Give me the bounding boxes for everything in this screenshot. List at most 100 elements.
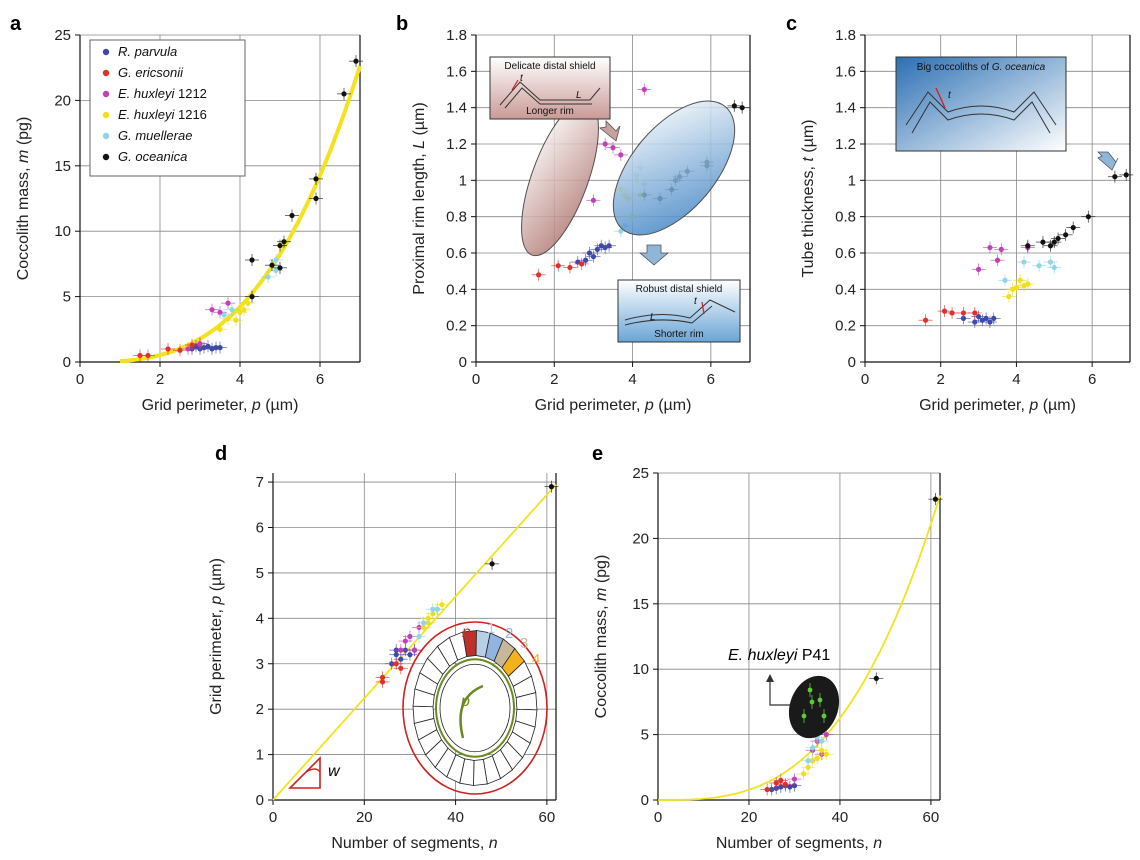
panel-e-p41-point-4 <box>807 687 813 693</box>
panel-a-legend-label-4: G. muellerae <box>118 128 192 143</box>
panel-c-ytick-label-5: 1 <box>848 172 856 189</box>
panel-a-point-2-3 <box>197 341 203 347</box>
panel-e-point-1-3 <box>782 781 788 787</box>
panel-e-point-1-2 <box>778 777 784 783</box>
panel-b-ytick-label-3: 0.6 <box>446 245 467 262</box>
panel-letter-a: a <box>10 13 22 35</box>
panel-c-point-4-2 <box>1047 259 1054 265</box>
panel-a-point-2-4 <box>185 346 191 352</box>
panel-c-inset-shape-outer <box>905 91 1057 126</box>
panel-b-inset-delicate-t-arrow <box>511 79 519 91</box>
panel-b-point-1-0 <box>536 272 542 278</box>
panel-e-p41-point-0 <box>801 713 807 719</box>
panel-b-point-0-6 <box>606 243 612 249</box>
panel-a-point-5-3 <box>277 242 283 249</box>
panel-a-point-5-5 <box>289 212 295 219</box>
panel-c-point-0-0 <box>972 319 978 325</box>
panel-d-segment-number-0: 1 <box>487 620 495 637</box>
panel-a-legend: R. parvula G. ericsonii E. huxleyi 1212 E. … <box>89 39 246 177</box>
panel-b-inset-robust-box <box>617 279 741 343</box>
panel-b-inset-robust-L: L <box>650 312 656 323</box>
panel-b-point-0-1 <box>583 257 589 263</box>
panel-e-series-0 <box>764 779 802 796</box>
panel-a-point-5-7 <box>313 176 319 182</box>
panel-c-ylabel: Tube thickness, t (µm) <box>800 119 817 277</box>
panel-a-legend-marker-3 <box>102 111 110 119</box>
panel-c-inset-t-arrow <box>935 87 946 109</box>
panel-b-point-2-4 <box>641 86 647 93</box>
panel-c-point-0-3 <box>987 319 993 325</box>
panel-c-series-2 <box>971 241 1035 276</box>
panel-b-inset-delicate-L: L <box>576 90 582 101</box>
panel-e-point-4-2 <box>819 738 825 744</box>
panel-b-chart: 0 2 4 6 0 0.2 0.4 0.6 0.8 1 1.2 1.4 1.6 1.8 Grid perim… <box>411 27 751 414</box>
panel-a-xtick-label-1: 2 <box>156 371 164 388</box>
panel-d-point-3-4 <box>439 602 445 608</box>
panel-e-point-4-0 <box>805 758 811 764</box>
panel-b-ellipse-robust <box>612 100 736 236</box>
panel-b-point-5-9 <box>739 105 745 111</box>
panel-a-legend-label-0: R. parvula <box>118 44 177 59</box>
panel-b-arrow-delicate <box>599 120 621 142</box>
panel-b-series-1 <box>531 257 589 281</box>
panel-c-ytick-label-4: 0.8 <box>835 209 856 226</box>
panel-c-xlabel: Grid perimeter, p (µm) <box>919 397 1076 414</box>
panel-c-point-5-7 <box>1085 214 1091 220</box>
panel-c-point-2-1 <box>987 244 993 251</box>
panel-d-xlabel: Number of segments, n <box>331 835 497 852</box>
panel-c-point-4-1 <box>1036 263 1042 269</box>
panel-d-ytick-label-1: 1 <box>256 747 264 764</box>
panel-d-series-1 <box>375 657 408 688</box>
panel-b-point-0-3 <box>594 246 600 252</box>
panel-b-inset-delicate-t: t <box>520 73 524 84</box>
panel-e-point-4-1 <box>810 745 816 751</box>
panel-b-series-0 <box>570 239 617 269</box>
panel-e-p41-point-1 <box>809 699 815 705</box>
panel-d-point-2-1 <box>402 638 408 644</box>
panel-c-ytick-label-7: 1.4 <box>835 100 856 117</box>
panel-e-p41-point-3 <box>821 713 827 719</box>
panel-a-point-3-5 <box>225 316 231 322</box>
panel-e-ytick-label-2: 10 <box>632 661 649 678</box>
panel-d-ring-outline <box>402 621 548 795</box>
panel-e-annotation-arrowhead <box>766 674 774 682</box>
panel-a-point-3-1 <box>233 317 239 323</box>
panel-b-point-2-1 <box>602 141 608 147</box>
panel-d-point-3-5 <box>425 615 431 621</box>
panel-c-inset-t: t <box>948 90 952 101</box>
panel-d-p-arrow <box>459 684 484 739</box>
panel-b-ytick-label-1: 0.2 <box>446 318 467 335</box>
panel-d-xtick-label-0: 0 <box>269 809 277 826</box>
panel-c-point-0-5 <box>975 313 982 320</box>
panel-c-ytick-label-0: 0 <box>848 354 856 371</box>
panel-c-point-0-4 <box>991 315 997 321</box>
panel-e-series-1 <box>760 774 793 796</box>
panel-a-point-4-2 <box>273 267 279 274</box>
panel-a-point-5-10 <box>249 294 255 300</box>
panel-b-point-1-1 <box>555 263 561 269</box>
panel-e-point-3-5 <box>800 771 807 777</box>
panel-d-segment-ring: p n 1 234 <box>402 620 548 795</box>
panel-a-point-5-6 <box>313 195 319 202</box>
panel-b-ytick-label-4: 0.8 <box>446 209 467 226</box>
panel-c-point-1-4 <box>972 310 978 316</box>
panel-e-point-2-4 <box>791 776 798 782</box>
panel-c-point-1-0 <box>922 317 929 323</box>
panel-e-xtick-label-0: 0 <box>654 809 662 826</box>
panel-a-point-1-1 <box>145 352 151 359</box>
panel-b-inset-robust-shield-shape <box>624 299 736 321</box>
panel-b-inset-delicate-caption: Longer rim <box>526 106 574 117</box>
panel-a-chart: 0 2 4 6 0 5 10 15 20 25 Grid perimeter, p (µm) Cocc… <box>15 27 363 414</box>
panel-b-ytick-label-7: 1.4 <box>446 100 467 117</box>
panel-b-ylabel: Proximal rim length, L (µm) <box>411 102 428 294</box>
panel-d-point-2-0 <box>398 647 404 653</box>
panel-a-point-5-0 <box>249 257 255 263</box>
panel-e-point-0-4 <box>791 783 798 789</box>
panel-c-point-2-0 <box>975 266 982 272</box>
panel-e-point-0-3 <box>787 784 793 790</box>
panel-a-xtick-label-3: 6 <box>316 371 324 388</box>
panel-a-legend-marker-2 <box>102 90 110 98</box>
panel-a-point-1-2 <box>165 346 171 352</box>
panel-a-series-2 <box>181 297 235 355</box>
